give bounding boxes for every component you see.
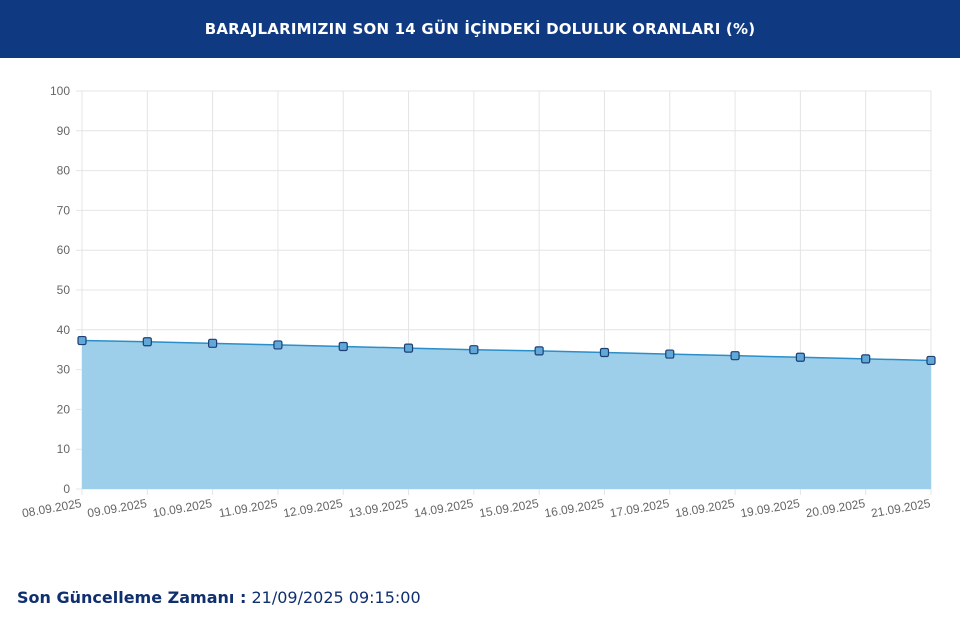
y-tick-label: 80: [57, 164, 71, 178]
y-axis-ticks: 0 10 20 30 40 50 60 70 80 90 100: [50, 84, 70, 496]
chart-title: BARAJLARIMIZIN SON 14 GÜN İÇİNDEKİ DOLUL…: [204, 20, 756, 38]
x-tick-label: 16.09.2025: [543, 496, 605, 520]
fill-rate-chart: 0 10 20 30 40 50 60 70 80 90 100 08.09.2025 09.09.2…: [21, 84, 936, 520]
data-point-marker[interactable]: [795, 352, 805, 362]
data-point-marker[interactable]: [861, 354, 871, 364]
marker-layer: [77, 335, 936, 366]
x-tick-label: 20.09.2025: [805, 496, 867, 520]
x-tick-label: 12.09.2025: [282, 496, 344, 520]
data-point-marker[interactable]: [599, 347, 610, 358]
data-point-marker[interactable]: [534, 346, 544, 356]
data-point-marker[interactable]: [273, 340, 283, 350]
data-point-marker[interactable]: [730, 351, 740, 361]
y-tick-label: 30: [57, 363, 71, 377]
last-update-label: Son Güncelleme Zamanı :: [17, 588, 247, 607]
data-point-marker[interactable]: [665, 349, 675, 359]
y-tick-label: 60: [57, 243, 71, 257]
page-header: BARAJLARIMIZIN SON 14 GÜN İÇİNDEKİ DOLUL…: [0, 0, 960, 58]
x-tick-label: 11.09.2025: [218, 496, 279, 520]
data-point-marker[interactable]: [403, 343, 414, 353]
x-tick-label: 18.09.2025: [674, 496, 736, 520]
series-line: [81, 339, 932, 362]
data-point-marker[interactable]: [469, 345, 479, 355]
last-update-value: 21/09/2025 09:15:00: [251, 588, 421, 607]
y-tick-label: 20: [57, 402, 71, 416]
data-point-marker[interactable]: [926, 355, 936, 366]
x-tick-label: 13.09.2025: [347, 496, 409, 520]
y-tick-label: 90: [57, 124, 71, 138]
series-area-fill: [82, 340, 931, 489]
x-tick-label: 10.09.2025: [152, 496, 214, 520]
x-tick-label: 19.09.2025: [739, 496, 801, 520]
chart-container: 0 10 20 30 40 50 60 70 80 90 100 08.09.2025 09.09.2…: [0, 58, 960, 558]
x-tick-label: 08.09.2025: [21, 496, 83, 520]
x-tick-label: 14.09.2025: [413, 496, 475, 520]
y-tick-label: 50: [57, 283, 71, 297]
y-tick-label: 10: [57, 442, 71, 456]
data-point-marker[interactable]: [208, 338, 218, 348]
x-tick-label: 15.09.2025: [478, 496, 540, 520]
data-point-marker[interactable]: [338, 341, 348, 352]
y-tick-label: 70: [57, 203, 71, 217]
y-tick-label: 0: [63, 482, 70, 496]
x-tick-label: 21.09.2025: [870, 496, 932, 520]
x-tick-label: 09.09.2025: [86, 496, 148, 520]
y-tick-label: 100: [50, 84, 70, 98]
x-axis-ticks: 08.09.2025 09.09.2025 10.09.2025 11.09.2025…: [21, 496, 932, 520]
area-layer: [81, 339, 932, 489]
data-point-marker[interactable]: [142, 337, 152, 347]
y-tick-label: 40: [57, 323, 71, 337]
x-tick-label: 17.09.2025: [609, 496, 671, 520]
last-update: Son Güncelleme Zamanı : 21/09/2025 09:15…: [17, 588, 421, 607]
data-point-marker[interactable]: [77, 335, 87, 346]
